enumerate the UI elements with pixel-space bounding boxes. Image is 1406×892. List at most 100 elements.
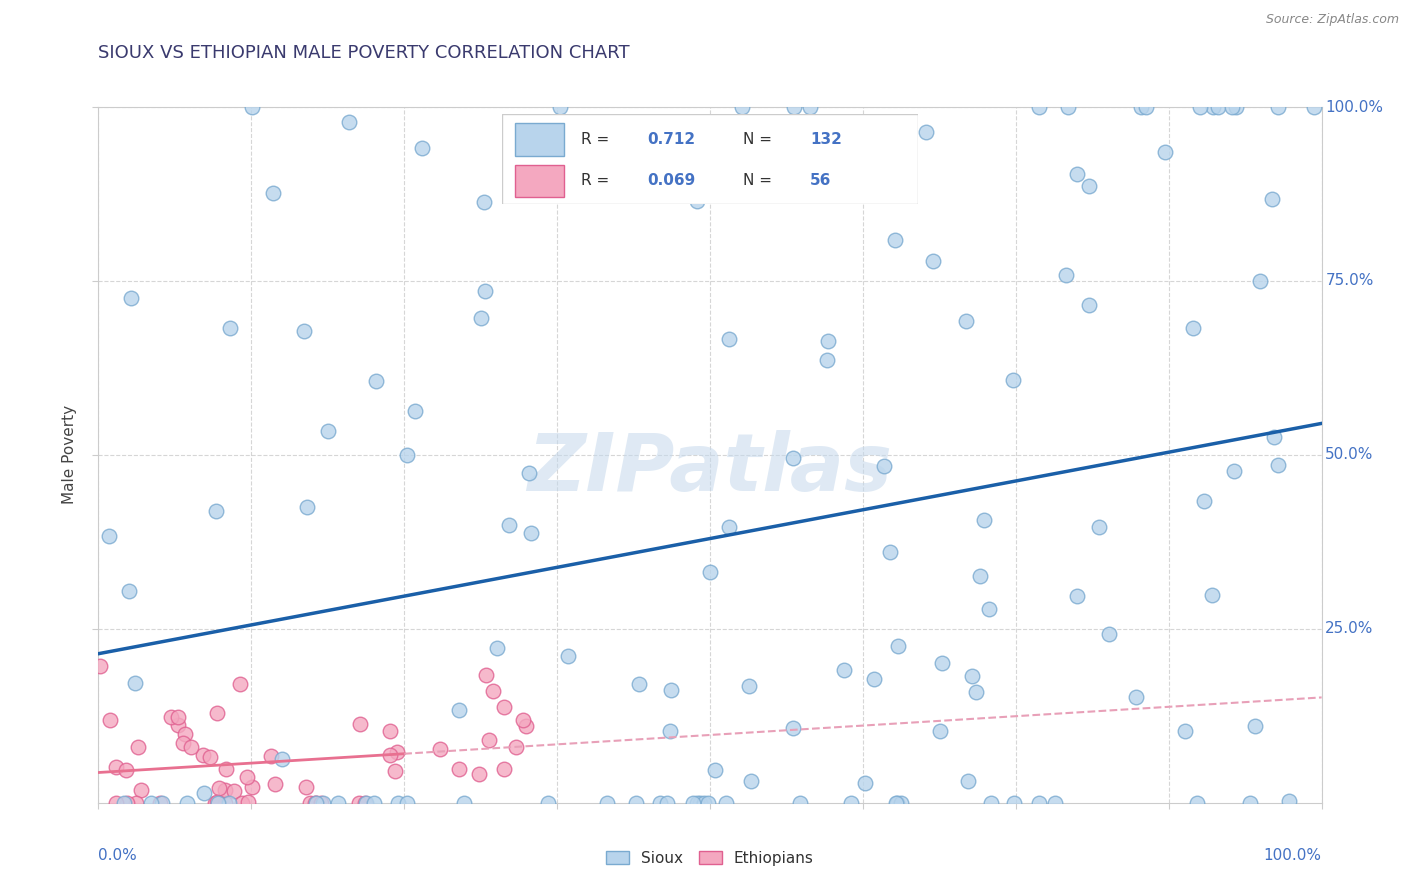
Point [215,762,238,776]
Point [965,685,987,699]
Point [112,796,135,810]
Point [485,640,508,655]
Point [1192,494,1215,508]
Point [832,663,855,677]
Point [240,100,263,114]
Point [595,796,617,810]
Point [326,796,349,810]
Point [105,759,128,773]
Point [380,723,402,738]
Point [740,774,762,789]
Point [520,525,543,540]
Point [955,314,977,328]
Point [957,774,980,789]
Point [98,713,121,727]
Point [517,466,540,480]
Point [515,718,537,732]
Point [198,749,221,764]
Point [1002,373,1025,387]
Point [218,796,240,810]
Point [231,796,253,810]
Point [1223,464,1246,478]
Point [1135,100,1157,114]
Text: 75.0%: 75.0% [1326,274,1374,288]
Point [176,796,198,810]
Point [1098,627,1121,641]
Point [387,796,409,810]
Point [208,780,231,795]
Point [890,796,912,810]
Point [309,796,332,810]
Point [863,672,886,686]
Point [298,796,321,810]
Point [263,777,285,791]
Point [304,796,326,810]
Text: 100.0%: 100.0% [1326,100,1384,114]
Point [980,796,1002,810]
Point [922,254,945,268]
Point [475,668,498,682]
Point [693,124,716,138]
Point [505,740,527,755]
Point [472,194,495,209]
Text: 25.0%: 25.0% [1326,622,1374,636]
Point [737,679,759,693]
Point [411,141,433,155]
Point [693,796,716,810]
Point [149,796,172,810]
Point [492,700,515,714]
Point [789,796,811,810]
Point [492,762,515,776]
Point [817,334,839,348]
Point [659,724,682,739]
Point [193,786,215,800]
Point [1125,690,1147,704]
Point [218,321,240,335]
Point [1028,100,1050,114]
Point [115,763,138,777]
Point [1261,192,1284,206]
Point [97,529,120,543]
Point [167,710,190,724]
Point [129,782,152,797]
Point [150,796,173,810]
Point [173,727,195,741]
Point [1243,719,1265,733]
Point [316,424,339,438]
Point [214,782,236,797]
Point [385,745,408,759]
Point [207,796,229,810]
Point [396,796,419,810]
Point [349,716,371,731]
Point [262,186,284,201]
Point [236,795,259,809]
Point [364,374,387,388]
Point [1188,100,1211,114]
Point [468,766,491,780]
Point [271,752,294,766]
Point [378,747,401,762]
Point [1054,268,1077,283]
Text: SIOUX VS ETHIOPIAN MALE POVERTY CORRELATION CHART: SIOUX VS ETHIOPIAN MALE POVERTY CORRELAT… [98,45,630,62]
Point [1182,321,1205,335]
Point [686,796,709,810]
Point [474,284,496,298]
Point [1154,145,1177,159]
Text: ZIPatlas: ZIPatlas [527,430,893,508]
Point [205,795,228,809]
Point [799,100,821,114]
Text: 100.0%: 100.0% [1264,848,1322,863]
Point [731,100,754,114]
Point [260,749,283,764]
Point [960,668,983,682]
Point [548,100,571,114]
Point [686,194,709,208]
Point [1225,100,1247,114]
Point [498,518,520,533]
Point [222,784,245,798]
Text: 0.0%: 0.0% [98,848,138,863]
Point [470,310,492,325]
Point [1078,298,1101,312]
Point [873,458,896,473]
Text: 50.0%: 50.0% [1326,448,1374,462]
